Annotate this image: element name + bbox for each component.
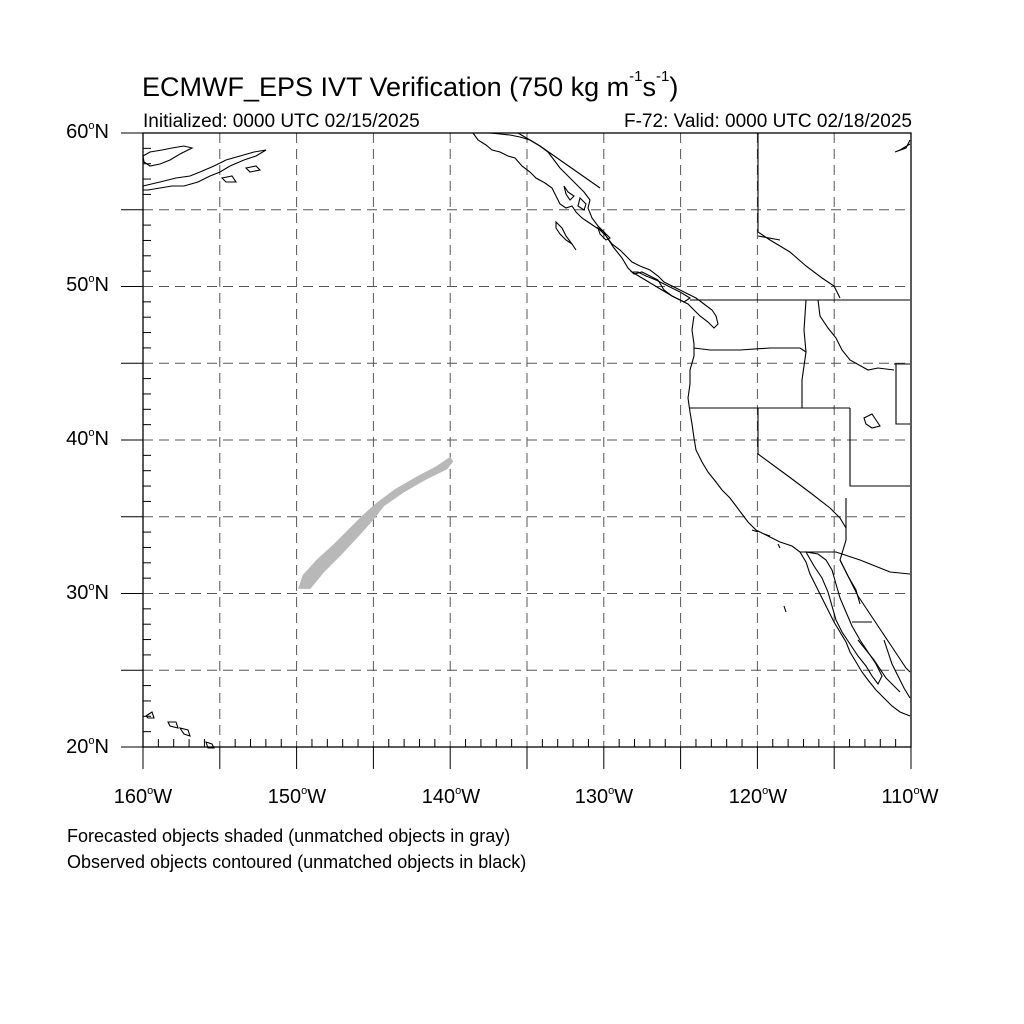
lon-label-140: 140oW <box>421 785 481 808</box>
legend-observed-note: Observed objects contoured (unmatched ob… <box>67 852 527 872</box>
washington-oregon-border <box>693 347 807 353</box>
lat-label-30: 30oN <box>66 581 109 604</box>
lat-label-20: 20oN <box>66 735 109 758</box>
baja-peninsula <box>804 551 883 686</box>
map-title: ECMWF_EPS IVT Verification (750 kg m-1s-… <box>142 68 679 102</box>
lat-label-40: 40oN <box>66 427 109 450</box>
great-salt-lake <box>863 413 881 429</box>
lat-label-50: 50oN <box>66 273 109 296</box>
lon-label-130: 130oW <box>574 785 634 808</box>
lat-lon-grid <box>143 133 911 747</box>
bc-coastline <box>605 235 719 329</box>
initialized-time: Initialized: 0000 UTC 02/15/2025 <box>143 111 420 132</box>
axis-ticks <box>121 132 912 769</box>
forecast-object-unmatched <box>298 456 454 589</box>
idaho-wyoming-border <box>894 363 910 425</box>
valid-time: F-72: Valid: 0000 UTC 02/18/2025 <box>624 111 912 132</box>
lat-label-60: 60oN <box>66 120 109 143</box>
canada-interior <box>757 133 911 299</box>
vancouver-island <box>630 271 692 303</box>
us-mexico-border <box>800 551 911 575</box>
idaho-montana-border <box>817 299 895 371</box>
lon-label-160: 160oW <box>113 785 173 808</box>
channel-islands <box>751 529 787 613</box>
lon-label-120: 120oW <box>728 785 788 808</box>
coastlines-and-borders <box>142 132 911 749</box>
us-west-coastline <box>687 315 911 717</box>
alaska-canada-border <box>517 132 601 189</box>
nevada-utah-border <box>849 408 910 487</box>
lon-label-110: 110oW <box>881 785 939 808</box>
hawaii-islands <box>145 711 215 749</box>
alaska-islands <box>555 185 611 251</box>
california-nevada-border <box>757 408 847 529</box>
alaska-peninsula <box>142 145 267 191</box>
arizona-border <box>839 498 847 561</box>
mexico-state-lines <box>839 559 901 693</box>
gulf-of-california-coast <box>839 559 911 673</box>
map-frame <box>142 132 912 748</box>
mainland-mexico-coast <box>883 639 911 699</box>
lon-label-150: 150oW <box>267 785 327 808</box>
oregon-idaho-border <box>801 299 807 408</box>
alaska-coastline <box>471 132 607 237</box>
legend-forecast-note: Forecasted objects shaded (unmatched obj… <box>67 826 511 846</box>
